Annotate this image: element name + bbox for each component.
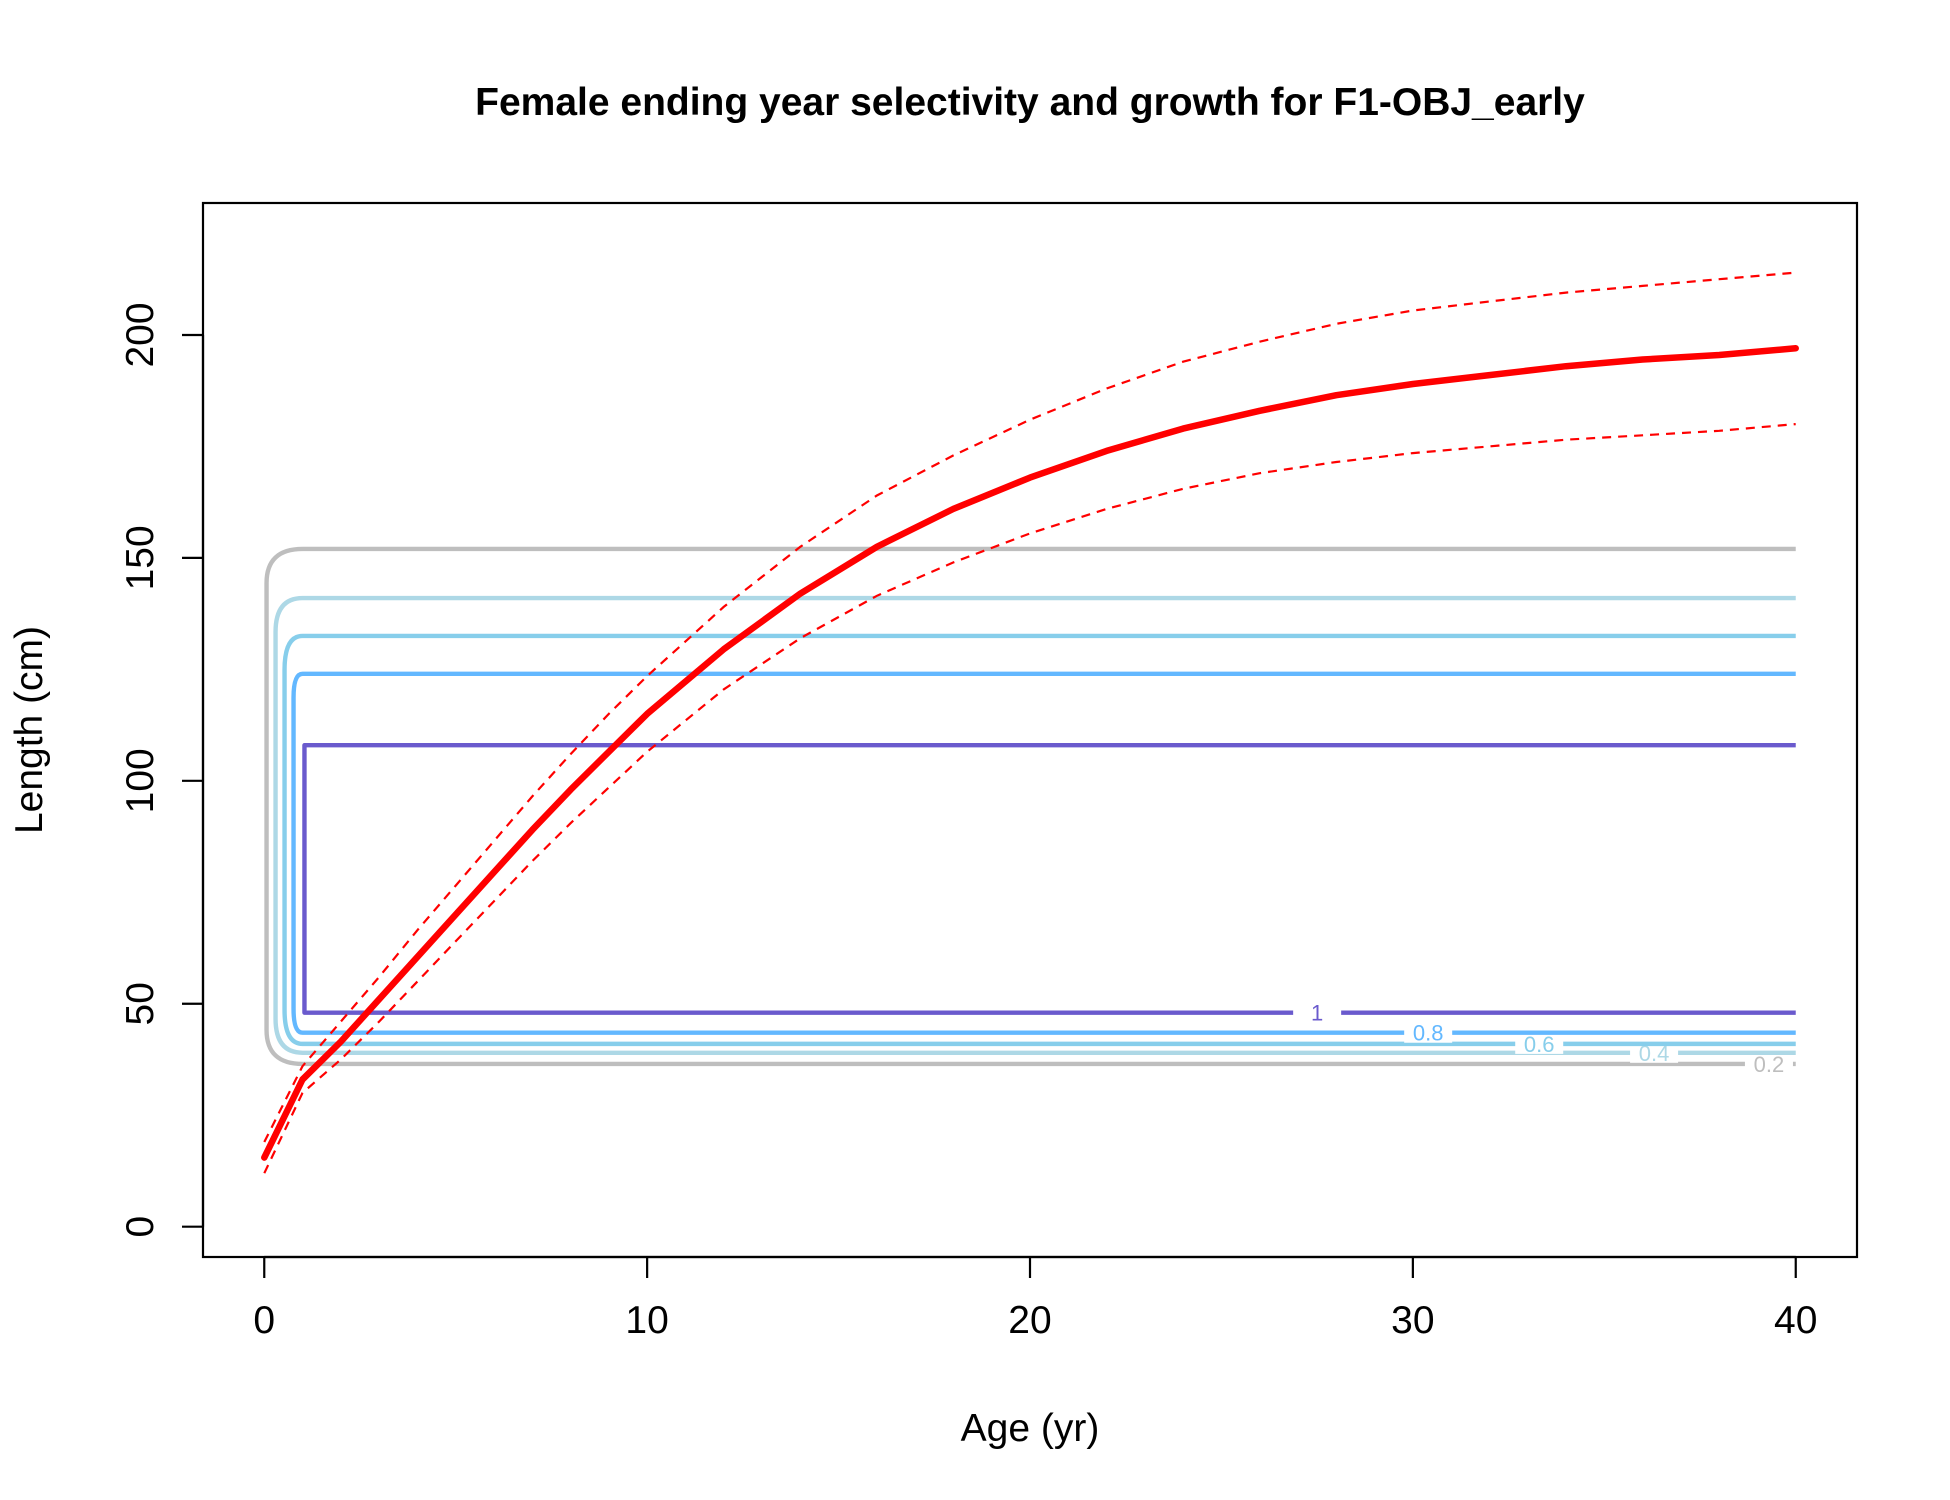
growth-mean-line (261, 345, 1799, 1161)
y-tick-label: 0 (119, 1216, 162, 1238)
y-tick-label: 50 (119, 982, 162, 1025)
contour-label: 0.8 (1413, 1021, 1444, 1046)
growth-upper-interval (263, 271, 1796, 1143)
x-tick-label: 0 (253, 1299, 275, 1342)
selectivity-contour (273, 595, 1796, 1055)
selectivity-contours: 0.20.40.60.81 (264, 546, 1796, 1077)
contour-label-gap (1293, 1002, 1342, 1023)
contour-label-gap (1404, 1022, 1453, 1043)
y-axis-label: Length (cm) (8, 626, 51, 834)
y-axis: 0 50 100 150 200 (119, 302, 205, 1238)
selectivity-contour (282, 633, 1796, 1047)
x-axis: 0 10 20 30 40 (253, 1255, 1817, 1342)
contour-label-gap (1630, 1042, 1679, 1063)
contour-label: 1 (1311, 1001, 1323, 1026)
growth-lower-interval (263, 423, 1796, 1174)
x-tick-label: 20 (1008, 1299, 1051, 1342)
x-tick-label: 10 (625, 1299, 668, 1342)
y-tick-label: 100 (119, 748, 162, 813)
x-tick-label: 40 (1774, 1299, 1817, 1342)
contour-label: 0.2 (1754, 1052, 1785, 1077)
y-tick-label: 150 (119, 525, 162, 590)
contour-label: 0.6 (1524, 1032, 1555, 1057)
chart-title: Female ending year selectivity and growt… (475, 81, 1585, 124)
x-axis-label: Age (yr) (961, 1407, 1100, 1450)
growth-curves (261, 271, 1799, 1174)
selectivity-contour (302, 742, 1796, 1015)
contour-label-gap (1744, 1053, 1793, 1074)
x-tick-label: 30 (1391, 1299, 1434, 1342)
selectivity-contour (291, 671, 1796, 1035)
contour-label-gap (1515, 1033, 1564, 1054)
selectivity-contour (264, 546, 1796, 1067)
y-tick-label: 200 (119, 302, 162, 367)
